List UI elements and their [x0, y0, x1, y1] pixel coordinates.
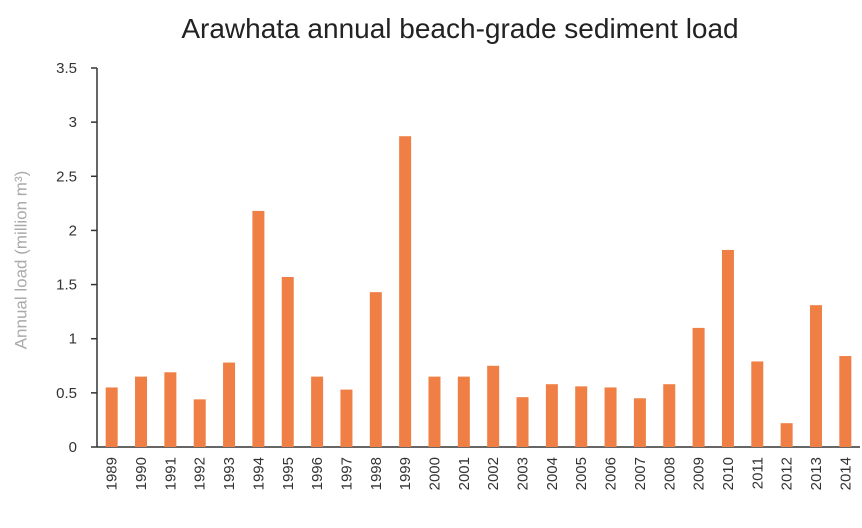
x-tick-label: 2006	[603, 457, 620, 490]
x-tick-label: 1991	[162, 457, 179, 490]
x-tick-label: 1996	[309, 457, 326, 490]
bar	[457, 376, 470, 447]
bar	[369, 292, 382, 447]
x-tick-label: 2010	[720, 457, 737, 490]
bar	[252, 210, 265, 447]
bar	[809, 305, 822, 447]
bar	[663, 384, 676, 447]
x-tick-label: 1990	[133, 457, 150, 490]
x-tick-label: 2001	[456, 457, 473, 490]
x-tick-label: 1994	[250, 457, 267, 490]
bar	[223, 362, 236, 447]
bar	[604, 387, 617, 447]
bar	[575, 386, 588, 447]
x-tick-label: 1997	[338, 457, 355, 490]
y-tick-label: 1.5	[56, 277, 77, 294]
y-axis-label: Annual load (million m³)	[11, 171, 30, 350]
x-tick-label: 1999	[397, 457, 414, 490]
x-tick-label: 2004	[544, 457, 561, 490]
bar	[164, 372, 177, 447]
bar	[839, 356, 852, 447]
y-tick-label: 3.5	[56, 60, 77, 77]
x-tick-label: 1993	[221, 457, 238, 490]
x-tick-label: 2005	[573, 457, 590, 490]
bar	[516, 397, 529, 447]
x-tick-label: 1989	[104, 457, 121, 490]
y-tick-label: 3	[69, 114, 77, 131]
x-tick-label: 2000	[426, 457, 443, 490]
bar	[721, 249, 734, 447]
bar	[399, 136, 412, 447]
y-tick-label: 0	[69, 439, 77, 456]
x-tick-label: 2014	[837, 457, 854, 490]
bar	[311, 376, 324, 447]
bar	[692, 327, 705, 447]
bar	[105, 387, 118, 447]
bar	[193, 399, 206, 447]
bar	[428, 376, 441, 447]
y-tick-label: 2.5	[56, 168, 77, 185]
x-tick-label: 1998	[368, 457, 385, 490]
x-tick-label: 2002	[485, 457, 502, 490]
bar	[340, 389, 353, 447]
x-tick-label: 2011	[749, 457, 766, 489]
x-tick-label: 2009	[691, 457, 708, 490]
x-tick-label: 2012	[779, 457, 796, 490]
x-tick-label: 1995	[280, 457, 297, 490]
bar	[633, 398, 646, 447]
bar	[545, 384, 558, 447]
y-tick-label: 2	[69, 222, 77, 239]
bar	[135, 376, 148, 447]
bar	[487, 365, 500, 447]
x-tick-label: 1992	[192, 457, 209, 490]
bar	[281, 276, 294, 447]
y-tick-label: 0.5	[56, 385, 77, 402]
chart-title: Arawhata annual beach-grade sediment loa…	[181, 13, 738, 44]
x-tick-label: 2008	[661, 457, 678, 490]
bar	[780, 423, 793, 447]
x-tick-label: 2007	[632, 457, 649, 490]
x-tick-label: 2003	[515, 457, 532, 490]
bar	[751, 361, 764, 447]
x-tick-label: 2013	[808, 457, 825, 490]
y-tick-label: 1	[69, 331, 77, 348]
